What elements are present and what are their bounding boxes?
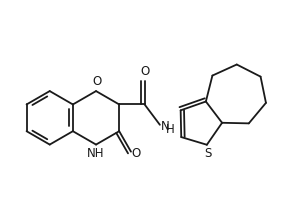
Text: O: O <box>140 65 149 78</box>
Text: O: O <box>92 75 102 88</box>
Text: H: H <box>166 123 175 136</box>
Text: NH: NH <box>86 147 104 160</box>
Text: O: O <box>132 147 141 160</box>
Text: N: N <box>161 120 170 133</box>
Text: S: S <box>204 147 212 160</box>
